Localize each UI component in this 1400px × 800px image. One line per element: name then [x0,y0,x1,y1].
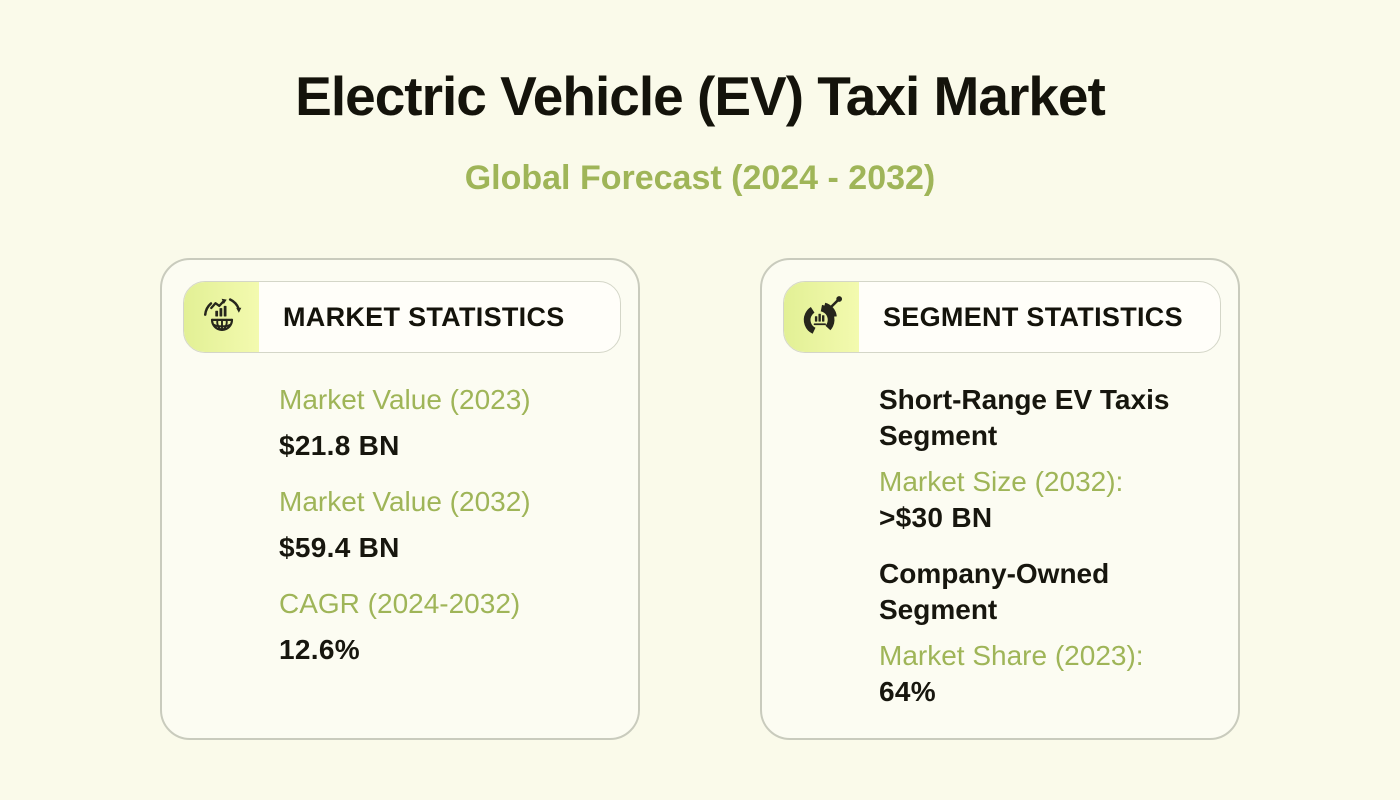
stat-label: Market Size (2032): [879,466,1124,497]
stat-heading: Company-Owned Segment [879,558,1110,625]
stat-group: Market Value (2032) $59.4 BN [279,484,612,566]
globe-growth-chart-icon [184,282,259,352]
stat-value: 64% [879,676,936,707]
stat-group: Short-Range EV Taxis Segment Market Size … [879,382,1212,536]
segment-statistics-header: SEGMENT STATISTICS [783,281,1221,353]
stat-label: Market Value (2023) [279,384,531,415]
segment-donut-chart-icon [784,282,859,352]
stat-label: Market Value (2032) [279,486,531,517]
stat-group: Company-Owned Segment Market Share (2023)… [879,556,1212,710]
stat-value: 12.6% [279,634,360,665]
stat-label: CAGR (2024-2032) [279,588,521,619]
page-title: Electric Vehicle (EV) Taxi Market [295,65,1106,127]
stat-value: $59.4 BN [279,532,400,563]
card-title: MARKET STATISTICS [283,301,565,332]
stat-label: Market Share (2023): [879,640,1144,671]
market-statistics-header: MARKET STATISTICS [183,281,621,353]
page-subtitle: Global Forecast (2024 - 2032) [464,159,936,197]
segment-statistics-card: SEGMENT STATISTICS Short-Range EV Taxis … [760,258,1240,740]
market-statistics-body: Market Value (2023) $21.8 BN Market Value … [279,382,612,688]
stat-value: $21.8 BN [279,430,400,461]
stat-group: CAGR (2024-2032) 12.6% [279,586,612,668]
market-statistics-card: MARKET STATISTICS Market Value (2023) $21… [160,258,640,740]
stat-heading: Short-Range EV Taxis Segment [879,384,1170,451]
segment-statistics-body: Short-Range EV Taxis Segment Market Size … [879,382,1212,730]
card-title: SEGMENT STATISTICS [883,301,1183,332]
stat-value: >$30 BN [879,502,993,533]
stat-group: Market Value (2023) $21.8 BN [279,382,612,464]
